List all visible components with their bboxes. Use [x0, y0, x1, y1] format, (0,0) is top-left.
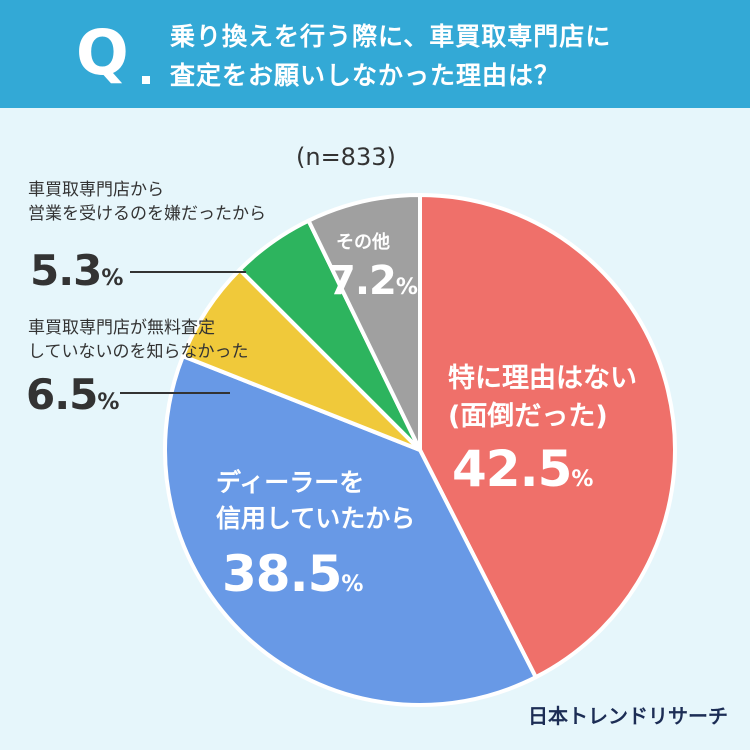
slice-label-no-reason: 特に理由はない (面倒だった) [448, 360, 637, 436]
slice-label-line: していないのを知らなかった [28, 342, 249, 362]
value-number: 7.2 [328, 258, 397, 304]
value-number: 42.5 [452, 440, 572, 498]
slice-value-no-reason: 42.5% [452, 440, 593, 498]
slice-label-line: (面倒だった) [448, 401, 608, 432]
slice-label-line: 車買取専門店が無料査定 [28, 318, 215, 338]
slice-value-free-appraisal: 6.5% [26, 370, 119, 419]
value-number: 5.3 [30, 246, 102, 295]
value-unit: % [341, 572, 363, 597]
slice-label-other: その他 [336, 228, 390, 254]
slice-label-line: 車買取専門店から [28, 180, 164, 200]
pie-slice-trusted-dealer [163, 354, 538, 707]
q-dot [142, 76, 150, 84]
value-unit: % [101, 266, 123, 291]
q-mark: Q [76, 16, 129, 89]
pie-slice-other [306, 193, 422, 452]
slice-label-line: 特に理由はない [448, 363, 637, 394]
slice-label-line: 信用していたから [216, 504, 416, 533]
pie-slice-no-reason [418, 193, 677, 680]
value-number: 38.5 [222, 545, 342, 603]
sample-size: (n=833) [296, 143, 396, 171]
value-unit: % [97, 390, 119, 415]
slice-value-other: 7.2% [328, 258, 418, 304]
slice-label-trusted-dealer: ディーラーを 信用していたから [216, 465, 415, 537]
value-number: 6.5 [26, 370, 98, 419]
slice-label-free-appraisal: 車買取専門店が無料査定 していないのを知らなかった [28, 316, 249, 364]
question-line-2: 査定をお願いしなかった理由は？ [170, 61, 561, 90]
slice-label-line: その他 [336, 232, 390, 253]
question-line-1: 乗り換えを行う際に、車買取専門店に [170, 22, 612, 51]
slice-value-trusted-dealer: 38.5% [222, 545, 363, 603]
slice-label-line: ディーラーを [216, 468, 365, 497]
slice-value-sales-dislike: 5.3% [30, 246, 123, 295]
value-unit: % [395, 275, 418, 300]
brand-logo: 日本トレンドリサーチ [528, 704, 728, 728]
slice-label-line: 営業を受けるのを嫌だったから [28, 204, 266, 224]
value-unit: % [571, 467, 593, 492]
slice-label-sales-dislike: 車買取専門店から 営業を受けるのを嫌だったから [28, 178, 266, 226]
question-header: Q 乗り換えを行う際に、車買取専門店に 査定をお願いしなかった理由は？ [0, 0, 750, 108]
